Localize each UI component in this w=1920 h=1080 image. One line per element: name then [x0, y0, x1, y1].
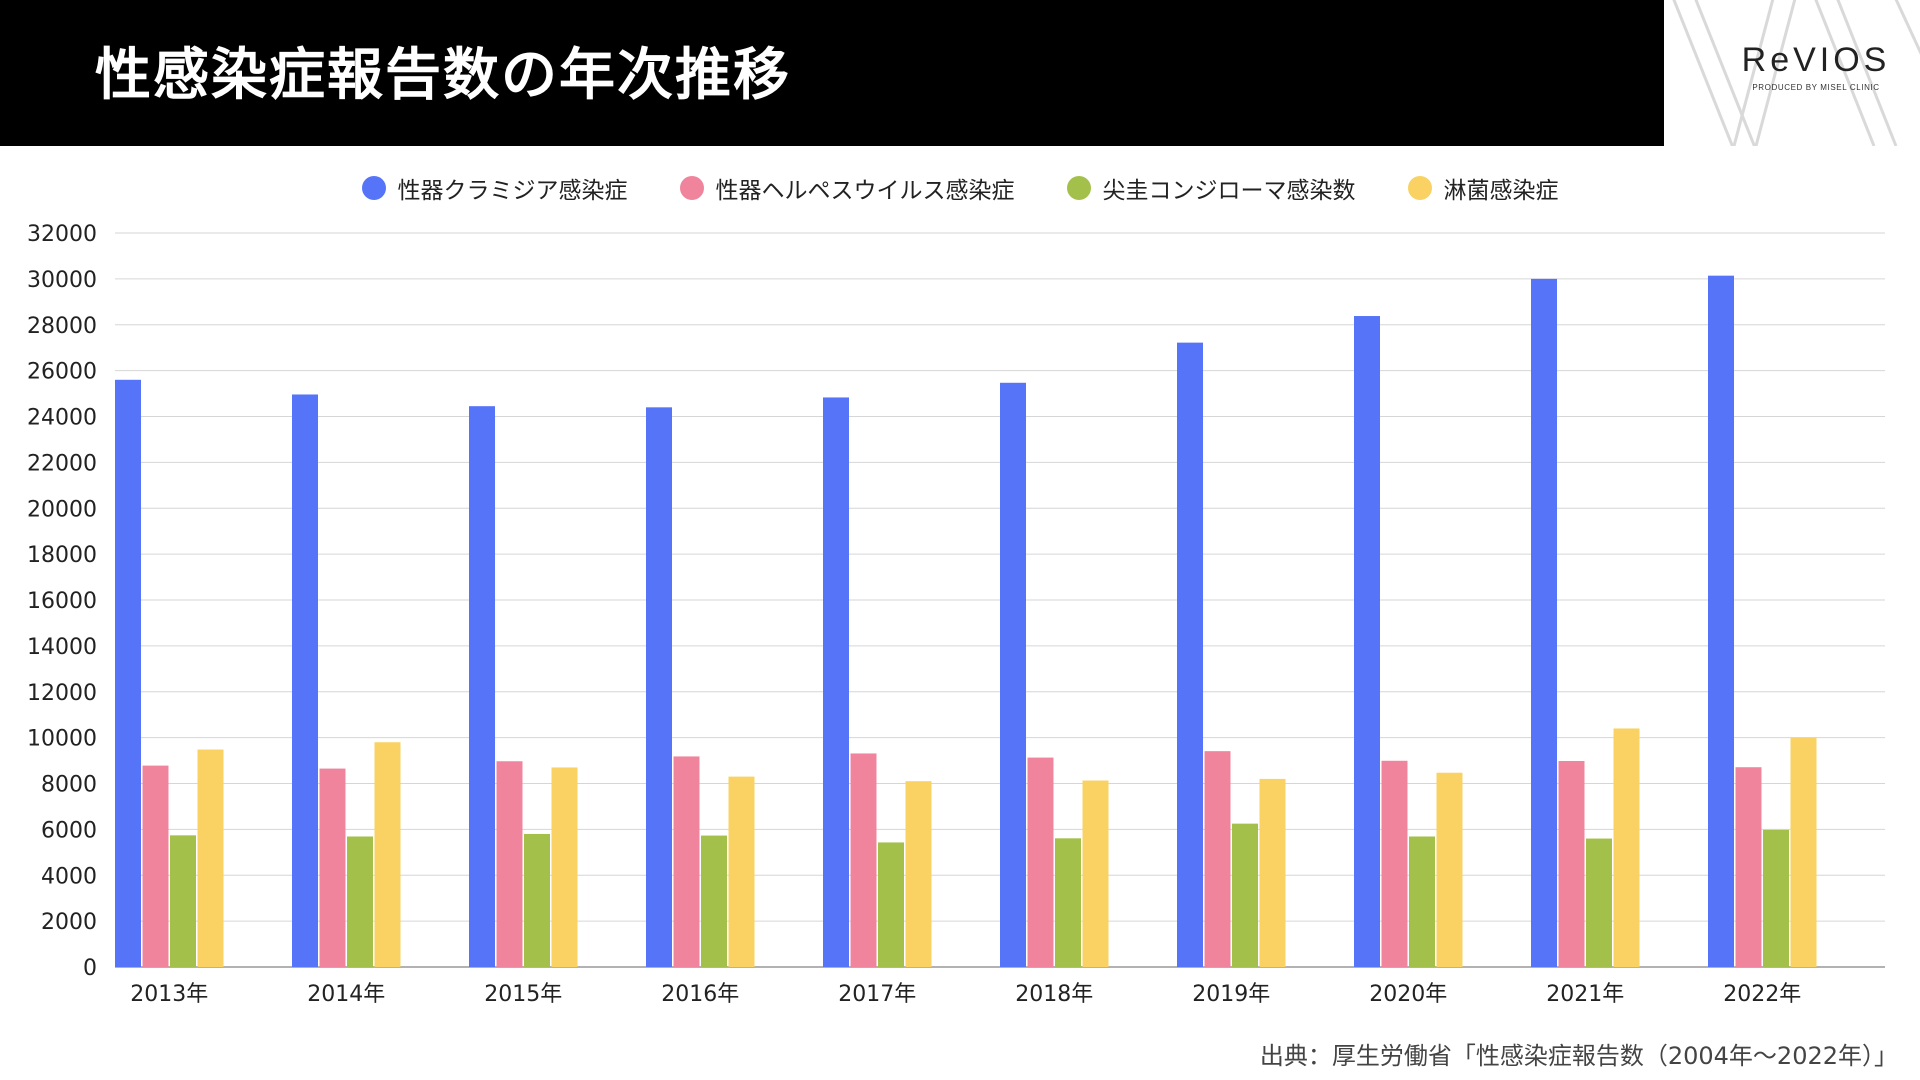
bar [374, 742, 401, 967]
logo-wordmark: ReVIOS [1741, 41, 1891, 79]
bar [170, 835, 196, 967]
x-tick-label: 2019年 [1192, 982, 1270, 1007]
bar [646, 407, 672, 967]
bar [673, 756, 700, 967]
legend-label: 性器ヘルペスウイルス感染症 [715, 178, 1015, 204]
legend-label: 淋菌感染症 [1443, 178, 1559, 204]
y-tick-label: 28000 [27, 314, 97, 339]
bar [347, 836, 373, 967]
y-tick-label: 22000 [27, 451, 97, 476]
header-bar: 性感染症報告数の年次推移 [0, 0, 1664, 146]
bar [1055, 838, 1081, 967]
y-tick-label: 26000 [27, 360, 97, 385]
x-tick-label: 2013年 [130, 982, 208, 1007]
legend-item-herpes: 性器ヘルペスウイルス感染症 [679, 171, 1015, 205]
y-tick-label: 20000 [27, 497, 97, 522]
legend-swatch [1066, 176, 1091, 200]
legend-item-gonorrhea: 淋菌感染症 [1407, 171, 1559, 205]
page-title: 性感染症報告数の年次推移 [95, 43, 791, 108]
bar [292, 394, 318, 968]
y-tick-label: 32000 [27, 222, 97, 247]
bar [1000, 382, 1026, 967]
legend-swatch [1407, 176, 1432, 200]
x-tick-label: 2020年 [1369, 982, 1447, 1007]
y-tick-label: 12000 [27, 681, 97, 706]
source-note: 出典：厚生労働省「性感染症報告数（2004年〜2022年）」 [1259, 1042, 1898, 1070]
bar [469, 406, 495, 968]
bar [1735, 767, 1762, 967]
legend-label: 性器クラミジア感染症 [397, 178, 628, 204]
y-tick-label: 24000 [27, 406, 97, 431]
bar [1204, 751, 1231, 967]
y-tick-label: 18000 [27, 543, 97, 568]
bar [115, 379, 141, 967]
x-tick-label: 2018年 [1015, 982, 1093, 1007]
bar [319, 768, 346, 967]
logo: ReVIOS PRODUCED BY MISEL CLINIC [1664, 0, 1920, 146]
logo-background-mark [1672, 0, 1920, 146]
bar [728, 776, 755, 967]
x-tick-label: 2015年 [484, 982, 562, 1007]
y-tick-label: 14000 [27, 635, 97, 660]
bar [1381, 760, 1408, 967]
legend-item-condyloma: 尖圭コンジローマ感染数 [1066, 171, 1356, 205]
bar [701, 835, 727, 967]
bar [1558, 761, 1585, 967]
x-tick-label: 2014年 [307, 982, 385, 1007]
y-tick-label: 16000 [27, 589, 97, 614]
y-tick-label: 6000 [41, 818, 97, 843]
bar [1027, 757, 1054, 967]
y-tick-label: 2000 [41, 910, 97, 935]
bar [1763, 829, 1789, 967]
logo-tagline: PRODUCED BY MISEL CLINIC [1752, 83, 1880, 92]
legend-item-chlamydia: 性器クラミジア感染症 [361, 171, 628, 205]
bar [823, 397, 849, 967]
x-tick-label: 2017年 [838, 982, 916, 1007]
bar [1708, 275, 1734, 967]
legend-label: 尖圭コンジローマ感染数 [1102, 178, 1356, 204]
bar [1531, 278, 1557, 967]
bar [1082, 780, 1109, 967]
y-tick-label: 0 [83, 956, 97, 981]
y-tick-label: 8000 [41, 773, 97, 798]
bar [496, 761, 523, 967]
chart-legend: 性器クラミジア感染症 性器ヘルペスウイルス感染症 尖圭コンジローマ感染数 淋菌感… [0, 166, 1920, 210]
bar [1232, 823, 1258, 967]
x-tick-label: 2022年 [1723, 982, 1801, 1007]
bar [1790, 737, 1817, 967]
bar [1613, 728, 1640, 967]
bar [524, 833, 550, 967]
y-tick-label: 10000 [27, 727, 97, 752]
bar [197, 749, 224, 967]
x-tick-label: 2016年 [661, 982, 739, 1007]
bar [1409, 836, 1435, 967]
bar [905, 781, 932, 967]
bar [142, 765, 169, 967]
bar [1586, 838, 1612, 967]
y-tick-label: 30000 [27, 268, 97, 293]
bar [1354, 316, 1380, 967]
legend-swatch [679, 176, 704, 200]
bar [1259, 778, 1286, 967]
bar [850, 753, 877, 967]
bar [1177, 342, 1203, 967]
y-tick-label: 4000 [41, 864, 97, 889]
bar [1436, 772, 1463, 967]
bar [878, 842, 904, 967]
x-tick-label: 2021年 [1546, 982, 1624, 1007]
bar [551, 767, 578, 967]
legend-swatch [361, 176, 386, 200]
